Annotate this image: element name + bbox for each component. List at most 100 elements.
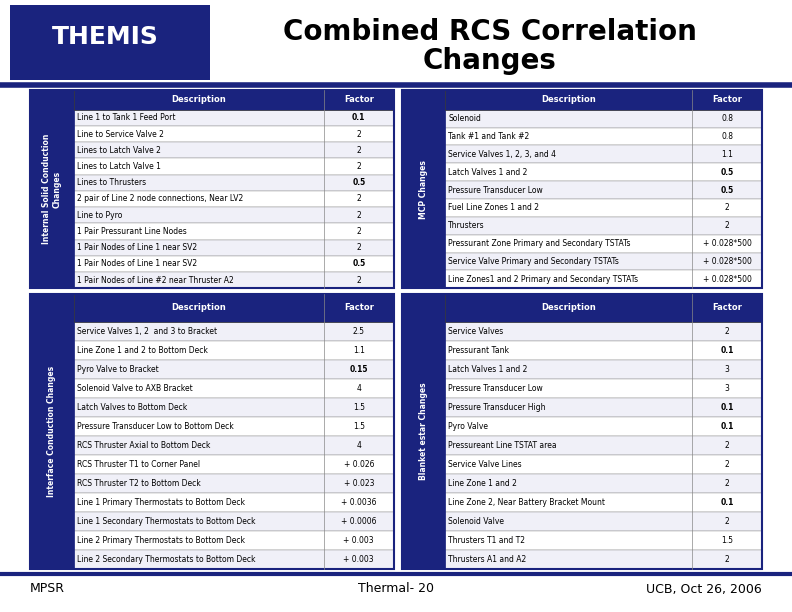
FancyBboxPatch shape	[445, 217, 762, 234]
Text: 2: 2	[725, 203, 729, 212]
FancyBboxPatch shape	[445, 550, 762, 569]
Text: Latch Valves to Bottom Deck: Latch Valves to Bottom Deck	[77, 403, 187, 412]
FancyBboxPatch shape	[74, 436, 394, 455]
Text: Pressureant Line TSTAT area: Pressureant Line TSTAT area	[448, 441, 557, 450]
Text: Thermal- 20: Thermal- 20	[358, 583, 434, 595]
FancyBboxPatch shape	[445, 417, 762, 436]
FancyBboxPatch shape	[445, 271, 762, 288]
FancyBboxPatch shape	[74, 110, 394, 126]
Text: 2: 2	[356, 211, 361, 220]
FancyBboxPatch shape	[445, 146, 762, 163]
FancyBboxPatch shape	[30, 90, 74, 288]
FancyBboxPatch shape	[445, 181, 762, 199]
Text: Latch Valves 1 and 2: Latch Valves 1 and 2	[448, 168, 527, 177]
Text: Fuel Line Zones 1 and 2: Fuel Line Zones 1 and 2	[448, 203, 539, 212]
Text: 0.1: 0.1	[721, 346, 734, 355]
Text: 2: 2	[725, 460, 729, 469]
Text: Service Valves 1, 2, 3, and 4: Service Valves 1, 2, 3, and 4	[448, 150, 556, 159]
FancyBboxPatch shape	[445, 234, 762, 253]
Text: THEMIS: THEMIS	[51, 26, 158, 50]
Text: Service Valve Primary and Secondary TSTATs: Service Valve Primary and Secondary TSTA…	[448, 257, 619, 266]
Text: + 0.003: + 0.003	[344, 536, 374, 545]
Text: 2: 2	[356, 146, 361, 155]
Text: 0.1: 0.1	[721, 422, 734, 431]
FancyBboxPatch shape	[74, 90, 394, 110]
FancyBboxPatch shape	[74, 455, 394, 474]
FancyBboxPatch shape	[10, 5, 210, 80]
FancyBboxPatch shape	[445, 436, 762, 455]
Text: 1.5: 1.5	[352, 403, 365, 412]
Text: 2 pair of Line 2 node connections, Near LV2: 2 pair of Line 2 node connections, Near …	[77, 195, 243, 204]
Text: 0.1: 0.1	[721, 498, 734, 507]
FancyBboxPatch shape	[74, 256, 394, 272]
FancyBboxPatch shape	[74, 294, 394, 322]
Text: 1 Pair Pressurant Line Nodes: 1 Pair Pressurant Line Nodes	[77, 227, 186, 236]
Text: 0.5: 0.5	[352, 259, 365, 268]
Text: Pyro Valve to Bracket: Pyro Valve to Bracket	[77, 365, 158, 374]
Text: 0.15: 0.15	[349, 365, 368, 374]
FancyBboxPatch shape	[74, 531, 394, 550]
Text: 2: 2	[725, 555, 729, 564]
Text: Factor: Factor	[344, 95, 374, 105]
Text: Description: Description	[171, 95, 226, 105]
Text: Thrusters T1 and T2: Thrusters T1 and T2	[448, 536, 525, 545]
Text: Line 1 Primary Thermostats to Bottom Deck: Line 1 Primary Thermostats to Bottom Dec…	[77, 498, 245, 507]
Text: Pressure Transducer High: Pressure Transducer High	[448, 403, 546, 412]
Text: Line 2 Primary Thermostats to Bottom Deck: Line 2 Primary Thermostats to Bottom Dec…	[77, 536, 245, 545]
Text: RCS Thruster T1 to Corner Panel: RCS Thruster T1 to Corner Panel	[77, 460, 200, 469]
FancyBboxPatch shape	[74, 174, 394, 191]
FancyBboxPatch shape	[74, 417, 394, 436]
FancyBboxPatch shape	[445, 110, 762, 128]
Text: Interface Conduction Changes: Interface Conduction Changes	[48, 366, 56, 497]
FancyBboxPatch shape	[30, 294, 74, 569]
Text: Tank #1 and Tank #2: Tank #1 and Tank #2	[448, 132, 529, 141]
Text: 0.8: 0.8	[722, 114, 733, 123]
Text: Description: Description	[542, 95, 596, 105]
Text: Line Zone 1 and 2: Line Zone 1 and 2	[448, 479, 517, 488]
FancyBboxPatch shape	[74, 322, 394, 341]
Text: Factor: Factor	[344, 304, 374, 312]
FancyBboxPatch shape	[74, 272, 394, 288]
Text: 1 Pair Nodes of Line 1 near SV2: 1 Pair Nodes of Line 1 near SV2	[77, 259, 196, 268]
Text: Pressure Transducer Low: Pressure Transducer Low	[448, 185, 543, 195]
Text: + 0.003: + 0.003	[344, 555, 374, 564]
Text: 1.5: 1.5	[722, 536, 733, 545]
Text: + 0.028*500: + 0.028*500	[703, 239, 752, 248]
FancyBboxPatch shape	[445, 199, 762, 217]
Text: 3: 3	[725, 365, 729, 374]
FancyBboxPatch shape	[445, 322, 762, 341]
Text: 2: 2	[356, 243, 361, 252]
Text: 2: 2	[356, 195, 361, 204]
Text: 2: 2	[356, 162, 361, 171]
FancyBboxPatch shape	[74, 126, 394, 142]
FancyBboxPatch shape	[445, 360, 762, 379]
Text: Solenoid Valve: Solenoid Valve	[448, 517, 505, 526]
Text: + 0.0036: + 0.0036	[341, 498, 376, 507]
Text: 1 Pair Nodes of Line #2 near Thruster A2: 1 Pair Nodes of Line #2 near Thruster A2	[77, 275, 234, 285]
FancyBboxPatch shape	[74, 512, 394, 531]
Text: 0.5: 0.5	[352, 178, 365, 187]
Text: 2.5: 2.5	[352, 327, 365, 335]
Text: Solenoid Valve to AXB Bracket: Solenoid Valve to AXB Bracket	[77, 384, 192, 393]
Text: UCB, Oct 26, 2006: UCB, Oct 26, 2006	[646, 583, 762, 595]
Text: Line 1 to Tank 1 Feed Port: Line 1 to Tank 1 Feed Port	[77, 113, 175, 122]
FancyBboxPatch shape	[445, 128, 762, 146]
Text: Lines to Latch Valve 1: Lines to Latch Valve 1	[77, 162, 161, 171]
Text: Line 1 Secondary Thermostats to Bottom Deck: Line 1 Secondary Thermostats to Bottom D…	[77, 517, 255, 526]
FancyBboxPatch shape	[74, 360, 394, 379]
FancyBboxPatch shape	[402, 294, 445, 569]
Text: 0.1: 0.1	[352, 113, 365, 122]
FancyBboxPatch shape	[74, 398, 394, 417]
Text: 2: 2	[356, 275, 361, 285]
Text: Line to Pyro: Line to Pyro	[77, 211, 122, 220]
FancyBboxPatch shape	[74, 159, 394, 174]
Text: 2: 2	[725, 517, 729, 526]
FancyBboxPatch shape	[445, 379, 762, 398]
FancyBboxPatch shape	[445, 493, 762, 512]
Text: Pressure Transducer Low: Pressure Transducer Low	[448, 384, 543, 393]
Text: Latch Valves 1 and 2: Latch Valves 1 and 2	[448, 365, 527, 374]
Text: RCS Thruster T2 to Bottom Deck: RCS Thruster T2 to Bottom Deck	[77, 479, 200, 488]
Text: Factor: Factor	[712, 95, 742, 105]
Text: Thrusters A1 and A2: Thrusters A1 and A2	[448, 555, 527, 564]
Text: Changes: Changes	[423, 47, 557, 75]
